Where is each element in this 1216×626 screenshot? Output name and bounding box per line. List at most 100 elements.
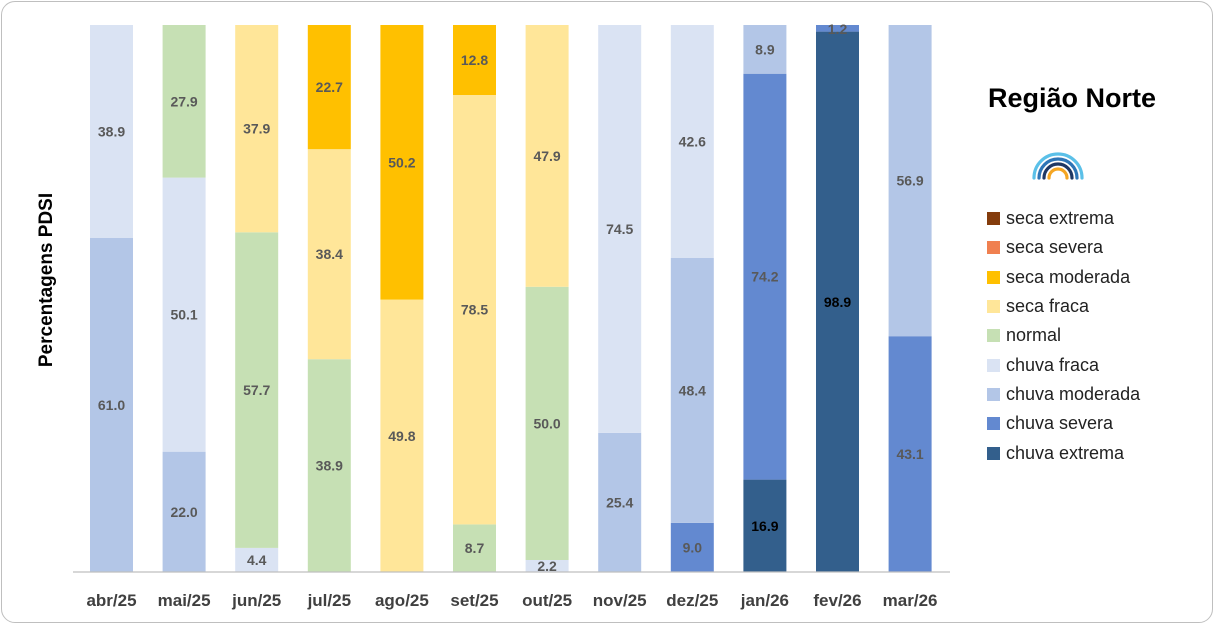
data-label-jan-26-chuva-severa: 74.2 [751, 269, 778, 285]
bar-out-25-chuva-fraca [525, 560, 569, 572]
data-label-out-25-chuva-fraca: 2.2 [537, 558, 557, 574]
legend-label-seca-moderada: seca moderada [1006, 266, 1131, 287]
legend-item-chuva-extrema: chuva extrema [987, 438, 1140, 467]
data-label-abr-25-chuva-fraca: 38.9 [98, 124, 125, 140]
data-label-jun-25-chuva-fraca: 4.4 [247, 552, 267, 568]
x-tick-labels: abr/25 mai/25 jun/25 jul/25 ago/25 set/25 out/… [86, 591, 937, 610]
data-label-ago-25-seca-moderada: 50.2 [388, 154, 415, 170]
data-labels-layer: 61.0 38.9 22.0 50.1 27.9 4.4 57.7 37.9 38.9 38.4 2… [98, 21, 924, 574]
legend-item-chuva-fraca: chuva fraca [987, 350, 1140, 379]
x-tick-label-jan-26: jan/26 [740, 591, 789, 610]
chart-title: Região Norte [988, 83, 1157, 113]
data-label-jan-26-chuva-extrema: 16.9 [751, 518, 778, 534]
legend-item-chuva-moderada: chuva moderada [987, 380, 1140, 409]
x-tick-label-set-25: set/25 [450, 591, 498, 610]
legend-swatch-chuva-moderada [987, 387, 1000, 401]
legend-item-normal: normal [987, 321, 1140, 350]
data-label-set-25-seca-fraca: 78.5 [461, 302, 488, 318]
bar-ago-25-seca-fraca [380, 299, 424, 572]
data-label-jul-25-normal: 38.9 [316, 458, 343, 474]
data-label-set-25-normal: 8.7 [465, 540, 485, 556]
data-label-mai-25-chuva-moderada: 22.0 [170, 504, 197, 520]
bar-mar-26-chuva-severa [888, 336, 932, 572]
x-tick-label-abr-25: abr/25 [86, 591, 136, 610]
data-label-mai-25-chuva-fraca: 50.1 [170, 307, 197, 323]
bar-jul-25-seca-moderada [307, 25, 351, 150]
legend-item-seca-moderada: seca moderada [987, 263, 1140, 292]
y-axis-label: Percentagens PDSI [36, 192, 57, 368]
bar-jun-25-normal [235, 232, 279, 548]
bars-layer [90, 25, 932, 573]
bar-nov-25-chuva-moderada [598, 432, 642, 572]
bar-set-25-normal [453, 524, 496, 572]
x-tick-label-jun-25: jun/25 [231, 591, 281, 610]
bar-jul-25-normal [307, 359, 351, 572]
bar-set-25-seca-fraca [453, 95, 496, 525]
legend-swatch-seca-fraca [987, 300, 1000, 314]
bar-set-25-seca-moderada [453, 25, 496, 95]
bar-abr-25-chuva-moderada [90, 238, 133, 572]
legend-item-seca-extrema: seca extrema [987, 204, 1140, 233]
legend-swatch-chuva-extrema [987, 446, 1000, 460]
legend-item-seca-fraca: seca fraca [987, 292, 1140, 321]
data-label-fev-26-chuva-extrema: 98.9 [824, 294, 851, 310]
x-tick-label-fev-26: fev/26 [813, 591, 861, 610]
data-label-out-25-normal: 50.0 [533, 415, 560, 431]
legend-label-chuva-fraca: chuva fraca [1006, 354, 1100, 375]
bar-jun-25-chuva-fraca [235, 547, 279, 572]
legend-label-seca-severa: seca severa [1006, 237, 1104, 258]
legend-swatch-normal [987, 329, 1000, 343]
legend-item-seca-severa: seca severa [987, 233, 1140, 262]
data-label-dez-25-chuva-severa: 9.0 [683, 539, 703, 555]
legend-swatch-chuva-severa [987, 417, 1000, 431]
legend-swatch-seca-extrema [987, 212, 1000, 226]
x-tick-label-ago-25: ago/25 [375, 591, 429, 610]
bar-ago-25-seca-moderada [380, 25, 424, 300]
data-label-nov-25-chuva-moderada: 25.4 [606, 495, 633, 511]
data-label-jan-26-chuva-moderada: 8.9 [755, 41, 775, 57]
legend-label-chuva-severa: chuva severa [1006, 413, 1114, 434]
bar-dez-25-chuva-severa [670, 522, 714, 572]
x-tick-label-nov-25: nov/25 [593, 591, 647, 610]
data-label-out-25-seca-fraca: 47.9 [533, 148, 560, 164]
data-label-jun-25-seca-fraca: 37.9 [243, 121, 270, 137]
data-label-ago-25-seca-fraca: 49.8 [388, 428, 415, 444]
rainbow-arcs-icon [1032, 152, 1084, 180]
data-label-nov-25-chuva-fraca: 74.5 [606, 221, 633, 237]
bar-mai-25-normal [162, 25, 206, 178]
bar-fev-26-chuva-extrema [816, 31, 859, 573]
bar-jul-25-seca-fraca [307, 149, 351, 360]
legend-label-chuva-moderada: chuva moderada [1006, 383, 1141, 404]
bar-abr-25-chuva-fraca [90, 25, 133, 238]
bar-out-25-normal [525, 286, 569, 560]
legend-label-chuva-extrema: chuva extrema [1006, 442, 1125, 463]
bar-fev-26-chuva-severa [816, 25, 859, 32]
legend-swatch-seca-severa [987, 241, 1000, 255]
bar-jun-25-seca-fraca [235, 25, 279, 233]
x-tick-label-out-25: out/25 [522, 591, 572, 610]
data-label-set-25-seca-moderada: 12.8 [461, 52, 488, 68]
bar-dez-25-chuva-fraca [670, 25, 714, 258]
x-tick-label-mai-25: mai/25 [158, 591, 211, 610]
bar-mai-25-chuva-fraca [162, 177, 206, 452]
legend-label-seca-extrema: seca extrema [1006, 208, 1115, 229]
data-label-mai-25-normal: 27.9 [170, 93, 197, 109]
data-label-mar-26-chuva-moderada: 56.9 [896, 173, 923, 189]
data-label-abr-25-chuva-moderada: 61.0 [98, 397, 125, 413]
x-tick-label-dez-25: dez/25 [666, 591, 718, 610]
legend-label-normal: normal [1006, 325, 1062, 346]
x-tick-label-jul-25: jul/25 [307, 591, 351, 610]
bar-jan-26-chuva-extrema [743, 479, 787, 572]
data-label-dez-25-chuva-moderada: 48.4 [679, 382, 706, 398]
data-label-jul-25-seca-fraca: 38.4 [316, 246, 343, 262]
legend-item-chuva-severa: chuva severa [987, 409, 1140, 438]
data-label-jun-25-normal: 57.7 [243, 382, 270, 398]
data-label-dez-25-chuva-fraca: 42.6 [679, 134, 706, 150]
bar-out-25-seca-fraca [525, 25, 569, 287]
bar-jan-26-chuva-moderada [743, 25, 787, 74]
legend-label-seca-fraca: seca fraca [1006, 296, 1090, 317]
legend: seca extrema seca severa seca moderada seca… [987, 204, 1140, 468]
legend-swatch-chuva-fraca [987, 358, 1000, 372]
data-label-mar-26-chuva-severa: 43.1 [896, 446, 923, 462]
